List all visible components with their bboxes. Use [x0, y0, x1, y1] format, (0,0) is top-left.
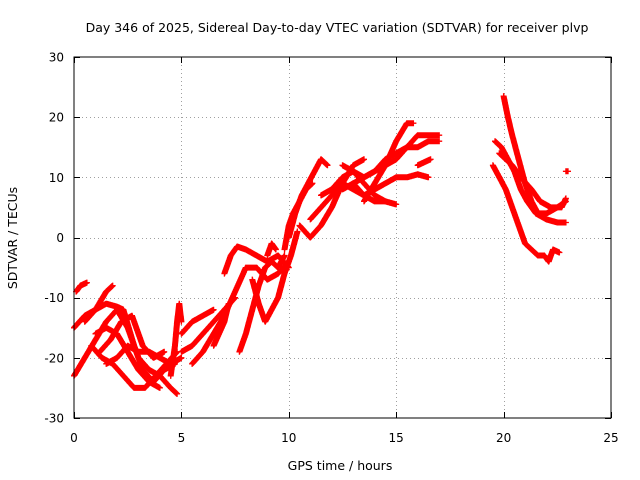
data-marker-trail [562, 168, 571, 175]
data-marker-trail [178, 306, 217, 337]
x-axis-label: GPS time / hours [288, 458, 393, 473]
data-marker-trail [339, 138, 443, 181]
y-tick-label: -10 [44, 291, 64, 305]
y-axis-label: SDTVAR / TECUs [5, 187, 20, 289]
data-marker-trail [414, 156, 434, 169]
tick-labels: 0 5 10 15 20 25 -30 -20 -10 0 10 20 30 [44, 51, 618, 446]
x-tick-label: 0 [70, 431, 78, 445]
data-marker-trail [167, 300, 185, 379]
data-marker-trail [264, 240, 279, 259]
series-track-3 [73, 279, 90, 295]
series-track-13 [210, 300, 232, 349]
series-track-26 [350, 180, 400, 208]
data-marker-trail [489, 162, 563, 265]
data-marker-trail [249, 228, 301, 325]
y-tick-label: 30 [49, 51, 64, 65]
y-tick-label: 20 [49, 111, 64, 125]
series-track-31 [489, 162, 563, 265]
series-track-9 [167, 300, 185, 379]
x-tick-label: 15 [389, 431, 404, 445]
x-tick-label: 20 [496, 431, 511, 445]
data-marker-trail [350, 180, 400, 208]
series-track-16 [249, 228, 301, 325]
series-track-30 [496, 150, 569, 211]
data-marker-trail [285, 156, 331, 241]
data-marker-trail [81, 282, 116, 325]
series-track-4 [81, 282, 116, 325]
data-points [71, 93, 571, 397]
y-tick-label: 0 [56, 231, 64, 245]
data-marker-trail [210, 300, 232, 349]
data-marker-trail [73, 279, 90, 295]
x-tick-label: 5 [178, 431, 186, 445]
series-track-19 [285, 156, 331, 241]
series-track-27 [414, 156, 434, 169]
series-track-32 [562, 168, 571, 175]
chart-title: Day 346 of 2025, Sidereal Day-to-day VTE… [86, 20, 589, 35]
y-tick-label: -20 [44, 351, 64, 365]
series-track-25 [339, 138, 443, 181]
data-marker-trail [496, 150, 569, 211]
y-tick-label: -30 [44, 412, 64, 426]
x-tick-label: 25 [603, 431, 618, 445]
series-track-17 [264, 240, 279, 259]
series-track-11 [178, 306, 217, 337]
x-tick-label: 10 [281, 431, 296, 445]
y-tick-label: 10 [49, 171, 64, 185]
plot-frame [73, 56, 612, 419]
